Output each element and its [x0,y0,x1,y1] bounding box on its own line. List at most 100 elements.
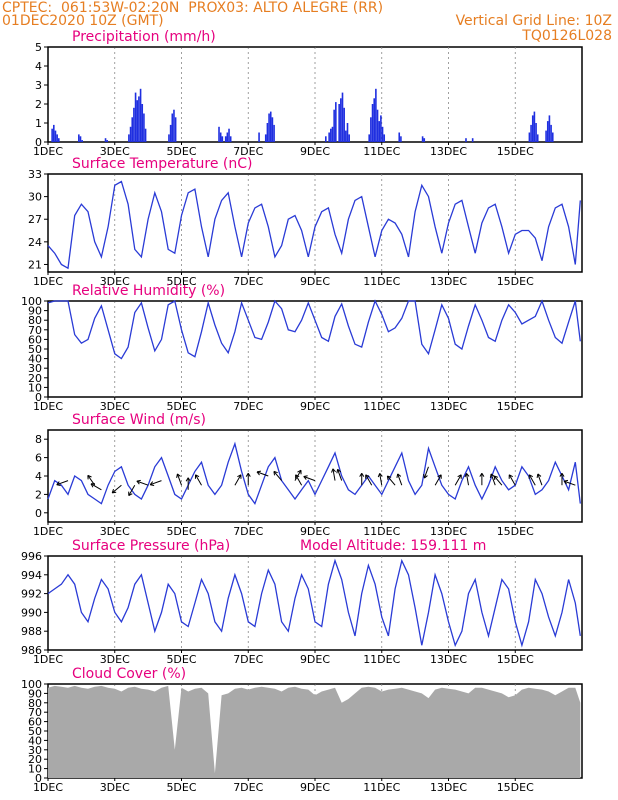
x-tick-label: 11DEC [363,653,400,666]
y-tick-label: 90 [28,305,42,318]
y-tick-label: 27 [28,213,42,226]
wind-arrow [337,469,343,481]
panel-frame [47,173,583,273]
x-tick-label: 5DEC [166,781,196,794]
wind-arrow [423,466,429,479]
y-tick-label: 21 [28,258,42,271]
precip-bar [330,128,332,142]
wind-arrow-head [386,475,389,481]
x-tick-label: 13DEC [430,781,467,794]
precip-bar [465,138,467,142]
precip-bar [421,136,424,142]
y-tick-label: 33 [28,168,42,181]
x-tick-label: 13DEC [430,275,467,288]
precip-bar [258,132,260,142]
precip-bar [383,134,386,142]
wind-arrow [195,474,202,486]
precip-bar [174,117,177,142]
wind-arrow-head [128,493,133,497]
x-tick-label: 5DEC [166,653,196,666]
wind-arrow [111,484,122,494]
x-tick-label: 15DEC [497,145,534,158]
x-tick-label: 5DEC [166,275,196,288]
precip-bar [53,124,55,142]
x-tick-label: 1DEC [33,145,63,158]
wind-arrow [56,480,69,486]
precip-bar [173,109,175,142]
wind-arrow [490,473,496,486]
wind-arrow-head [247,472,251,477]
wind-arrow-head [303,476,307,480]
precip-bar [328,132,330,142]
wind-arrow [454,474,462,486]
x-tick-label: 15DEC [497,781,534,794]
x-tick-label: 7DEC [233,525,263,538]
y-tick-label: 100 [21,678,42,691]
header-model-code: TQ0126L028 [522,28,612,44]
panel-subtitle: Model Altitude: 159.111 m [300,538,486,554]
precip-bar [81,140,83,142]
precip-bar [219,132,222,142]
precip-bar [271,117,274,142]
wind-arrow [234,474,242,486]
wind-arrow [128,484,136,496]
wind-arrow-head [489,473,492,478]
wind-arrow [256,471,269,477]
precip-bar [398,132,401,142]
x-tick-label: 7DEC [233,781,263,794]
x-tick-label: 7DEC [233,275,263,288]
x-tick-label: 9DEC [300,653,330,666]
wind-arrow-head [423,474,425,479]
x-tick-label: 11DEC [363,275,400,288]
wind-arrow-head [297,469,302,473]
panel-title: Surface Temperature (nC) [72,156,253,172]
x-tick-label: 7DEC [233,653,263,666]
wind-arrow [434,474,442,486]
y-tick-label: 986 [21,644,42,657]
wind-arrow-head [397,473,402,477]
x-tick-label: 1DEC [33,525,63,538]
wind-arrow [508,474,516,486]
y-tick-label: 1 [35,117,42,130]
x-tick-label: 11DEC [363,400,400,413]
precip-bar [368,134,370,142]
wind-arrow [150,480,162,486]
precip-bar [333,109,335,142]
precip-bar [338,104,340,142]
precip-bar [51,128,53,142]
precip-bar [139,88,142,142]
panel-temp: 21 24 27 30 33 1DEC 3DEC 5DEC 7DEC 9DEC 11DEC 13DEC… [28,156,583,288]
y-tick-label: 994 [21,569,42,582]
wind-arrow-head [377,473,381,478]
precip-bar [106,140,109,142]
y-tick-label: 0 [35,136,42,149]
wind-arrow-head [56,481,60,486]
x-tick-label: 7DEC [233,145,263,158]
wind-arrow-head [177,473,181,477]
precip-bar [221,136,224,142]
header-datetime: 01DEC2020 10Z (GMT) [2,13,164,29]
precip-bar [138,96,140,142]
y-tick-label: 30 [28,744,42,757]
wind-arrow-head [56,484,61,486]
precip-bar [536,134,539,142]
wind-arrow-head [332,468,336,473]
wind-arrow-head [379,473,383,477]
precip-bar [346,123,349,142]
wind-arrow [465,473,470,486]
wind-arrow [493,475,503,486]
y-tick-label: 2 [35,488,42,501]
wind-series-line [47,441,581,505]
wind-arrow-head [464,473,467,478]
wind-arrow-head [559,472,563,477]
panel-title: Precipitation (mm/h) [72,29,216,45]
panel-title: Cloud Cover (%) [72,666,186,682]
precip-bar [545,130,547,142]
x-tick-label: 3DEC [100,781,130,794]
precip-bar [136,100,139,142]
y-tick-label: 0 [35,507,42,520]
wind-arrow-head [561,472,565,477]
precip-bar [530,124,532,142]
y-tick-label: 24 [28,236,42,249]
wind-arrow-head [359,472,363,477]
